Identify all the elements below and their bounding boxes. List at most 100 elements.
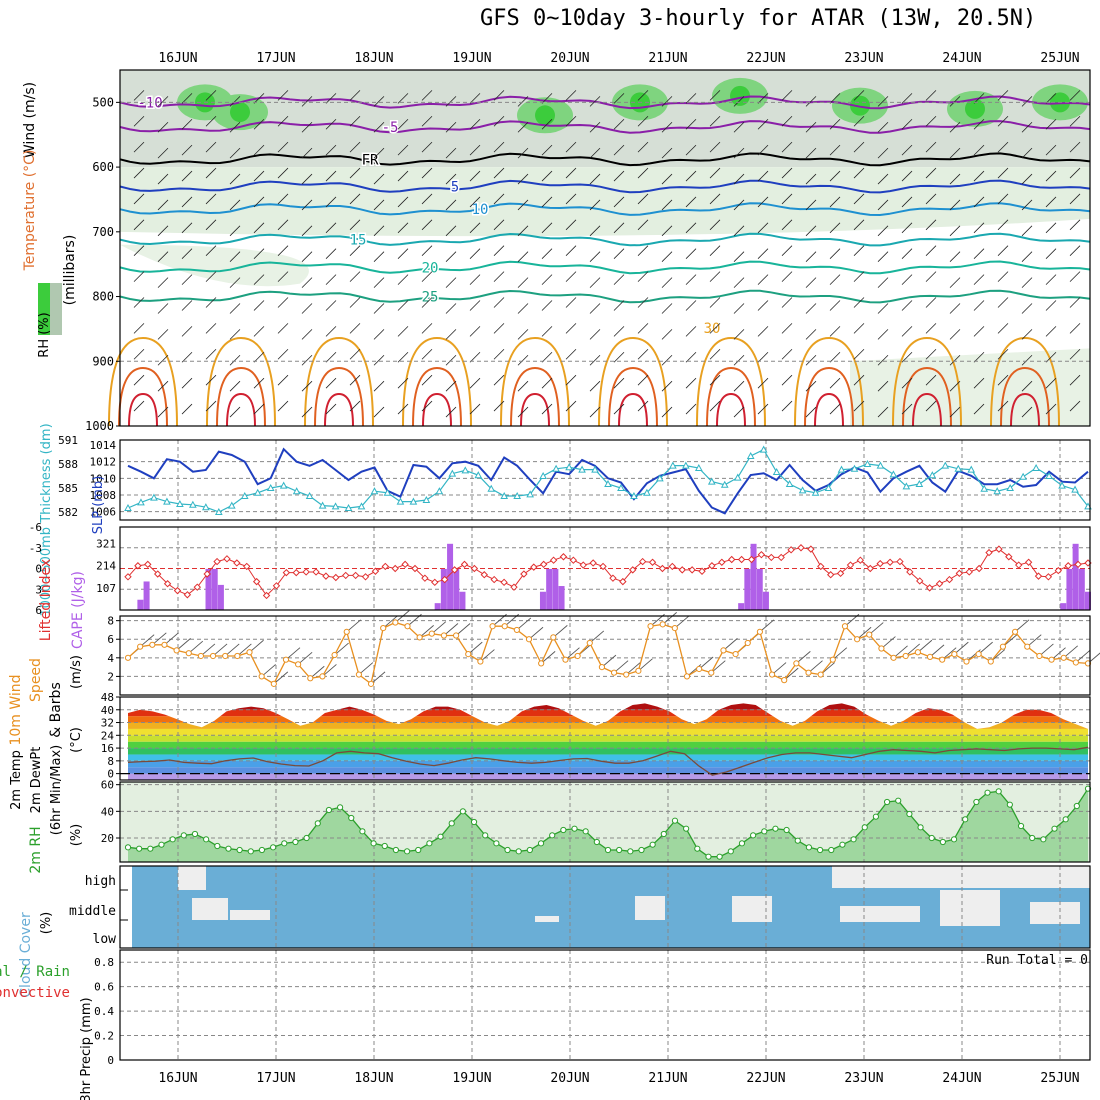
wind-barb [997, 297, 1009, 308]
wind-barb [973, 326, 985, 337]
lifted-index-line-point [817, 562, 825, 571]
wind-barb [133, 297, 145, 308]
wind-barb [949, 354, 961, 366]
rh-line-point [303, 834, 310, 842]
wind-barb [853, 115, 865, 127]
wind-barb [805, 329, 817, 340]
wind-barb [445, 225, 457, 237]
temp-color-band [128, 748, 1088, 755]
rh-line-point [191, 830, 199, 838]
warm-contour [1000, 366, 1050, 427]
lifted-index-line-point [718, 558, 726, 566]
lifted-index-line-point [1015, 561, 1023, 569]
wind-speed-line-point [756, 628, 763, 635]
rh-line-point [638, 846, 645, 854]
wind-speed-line-point [270, 680, 277, 687]
thickness-line-point [448, 469, 457, 477]
wind-barb [589, 329, 601, 340]
rh-line-point [470, 818, 478, 826]
wind-speed-line-point [671, 624, 678, 632]
lifted-index-line-point [896, 557, 904, 566]
wind-barb [229, 96, 241, 107]
wind-barb [133, 323, 145, 334]
temperature-contour-label: 10 [472, 202, 489, 218]
pressure-label: 800 [92, 290, 114, 304]
lifted-index-line-point [500, 578, 508, 587]
wind-speed-line-point [149, 641, 156, 648]
wind-speed-line-point [404, 623, 411, 630]
wind-barb [589, 147, 601, 159]
wind-barb [877, 329, 889, 340]
thickness-line-point [331, 502, 340, 510]
wind-speed-line-point [477, 658, 484, 665]
wind-barb [541, 144, 553, 156]
precip-frame [119, 949, 1091, 1061]
thickness-line-point [928, 471, 937, 479]
wind-barb [733, 303, 745, 314]
wind-barb [541, 248, 553, 259]
temp-label: 32 [101, 717, 114, 730]
rh-line-point [247, 848, 254, 855]
wind-barb [757, 403, 769, 415]
lifted-index-line-point [925, 584, 934, 592]
cape-tick-label: 107 [96, 582, 116, 595]
wind-speed-line-point [878, 645, 885, 652]
thickness-line-point [850, 464, 859, 472]
wind-barb [877, 277, 889, 288]
slp-tick-label: 1006 [90, 506, 117, 519]
rh-line-point [571, 825, 578, 832]
lifted-index-line-point [945, 575, 954, 584]
wind-barb [1021, 406, 1033, 418]
rh-high-core [730, 85, 750, 106]
lifted-index-line-point [965, 568, 973, 576]
thickness-line-point [396, 497, 405, 505]
rh-line-point [236, 846, 243, 854]
date-label-top: 17JUN [256, 51, 295, 66]
cloud-level-label: middle [69, 904, 116, 919]
cloud-block [940, 890, 1000, 926]
li-tick-label: 3 [35, 583, 42, 596]
wind-barb [157, 354, 169, 366]
wind-barb [301, 329, 313, 340]
thickness-frame [119, 439, 1091, 521]
wind-barb [325, 403, 337, 415]
temp-color-band [128, 760, 1088, 768]
wind-barb [997, 90, 1009, 101]
cape-bar [1066, 568, 1073, 610]
wind-frame [119, 615, 1091, 696]
wind-barb [637, 115, 649, 127]
temp-label: 8 [107, 755, 114, 768]
lifted-index-line-point [807, 545, 815, 553]
wind-barb [925, 323, 937, 334]
lifted-index-line-point [609, 574, 617, 582]
wind-barb [181, 300, 193, 311]
wind-barb [373, 329, 385, 340]
temperature-contour-label: 30 [704, 321, 721, 337]
wind-barb [157, 121, 169, 133]
wind-barb [397, 274, 409, 285]
wind-barb [157, 406, 169, 418]
lifted-index-line-point [272, 582, 281, 590]
rh-line-point [1062, 816, 1069, 823]
wind-barb [829, 170, 841, 182]
rh-line-point [437, 833, 444, 840]
wind-barb [397, 248, 409, 259]
wind-barb [853, 219, 865, 231]
wind-barb [949, 303, 961, 314]
cape-bar [750, 543, 757, 610]
lifted-index-line-point [658, 564, 667, 573]
lifted-index-line-point [629, 566, 637, 574]
wind-barb [157, 147, 169, 159]
wind-barb [781, 245, 793, 256]
rh-line-point [1017, 822, 1025, 830]
wind-barb [493, 167, 505, 179]
rh-area [128, 788, 1088, 862]
wind-barb [373, 199, 385, 211]
wind-barb [565, 323, 577, 334]
wind-speed-line [127, 621, 1089, 685]
lifted-index-line-point [757, 550, 766, 559]
wind-barb [877, 225, 889, 237]
wind-barb [829, 93, 841, 104]
wind-barb [949, 277, 961, 288]
lifted-index-line-point [648, 558, 657, 566]
